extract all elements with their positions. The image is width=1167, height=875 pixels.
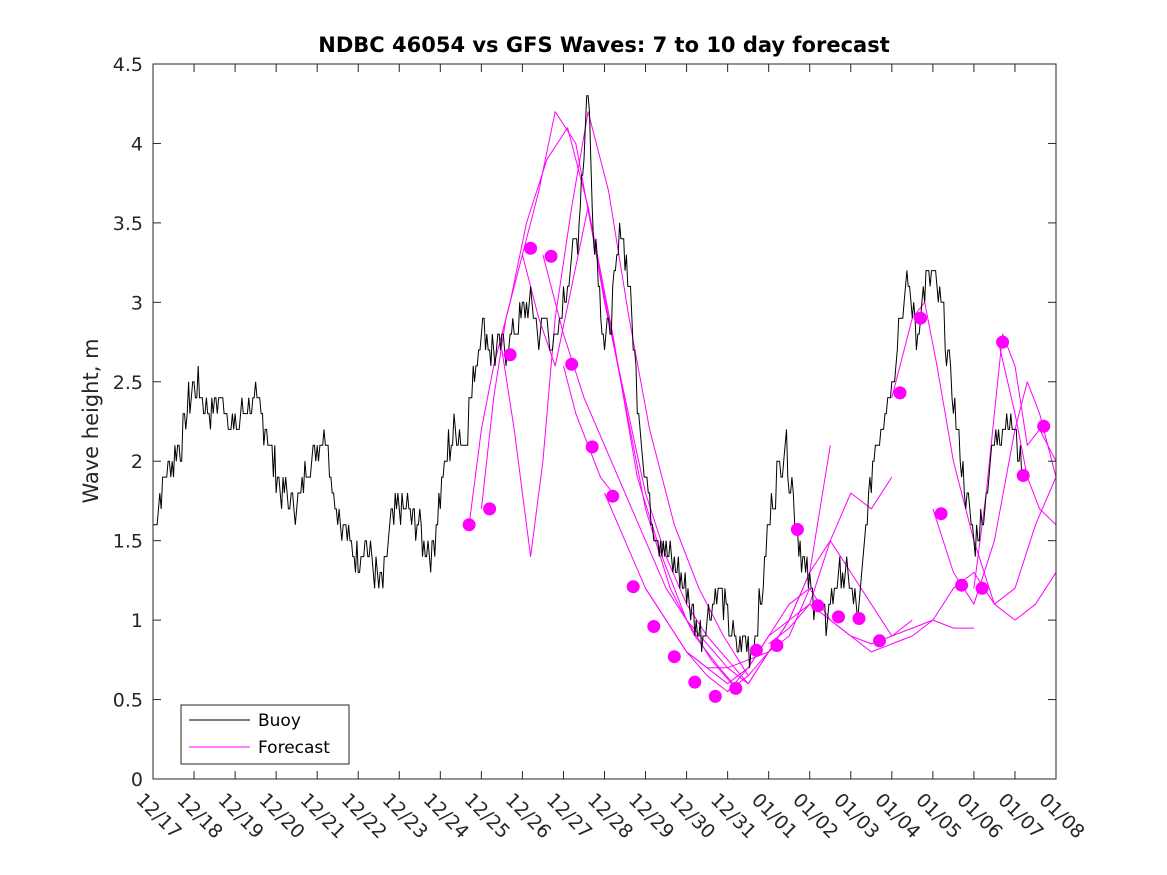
forecast-marker bbox=[1016, 469, 1030, 482]
chart-title: NDBC 46054 vs GFS Waves: 7 to 10 day for… bbox=[318, 33, 889, 57]
forecast-marker bbox=[811, 599, 825, 613]
forecast-marker bbox=[996, 335, 1010, 349]
forecast-line bbox=[501, 111, 749, 676]
legend-box bbox=[180, 704, 350, 765]
y-axis-label: Wave height, m bbox=[79, 338, 103, 503]
forecast-marker bbox=[852, 612, 866, 625]
forecast-marker bbox=[934, 507, 948, 521]
forecast-marker bbox=[462, 518, 476, 532]
forecast-marker bbox=[729, 681, 743, 695]
forecast-marker bbox=[832, 610, 845, 624]
forecast-line bbox=[891, 301, 1056, 605]
forecast-line bbox=[542, 254, 811, 685]
forecast-marker bbox=[893, 386, 907, 400]
y-tick-label: 1.5 bbox=[113, 531, 143, 553]
forecast-marker bbox=[873, 634, 886, 648]
forecast-marker bbox=[544, 249, 558, 263]
forecast-line bbox=[932, 381, 1056, 605]
forecast-marker bbox=[565, 357, 579, 371]
y-tick-label: 4 bbox=[131, 133, 143, 155]
y-tick-label: 1 bbox=[131, 610, 143, 632]
forecast-marker bbox=[790, 523, 804, 536]
forecast-marker bbox=[975, 581, 989, 595]
forecast-marker bbox=[483, 502, 497, 516]
legend-forecast-label: Forecast bbox=[258, 738, 330, 758]
buoy-line bbox=[153, 95, 1024, 668]
legend-buoy-label: Buoy bbox=[258, 711, 301, 731]
forecast-marker bbox=[708, 689, 722, 703]
legend: Buoy Forecast bbox=[180, 704, 350, 765]
forecast-marker bbox=[503, 348, 517, 362]
forecast-marker bbox=[955, 578, 969, 592]
y-tick-label: 0 bbox=[131, 769, 143, 791]
forecast-marker bbox=[524, 241, 538, 255]
forecast-marker bbox=[606, 489, 620, 503]
y-axis: 0 0.5 1 1.5 2 2.5 3 3.5 4 4.5 bbox=[113, 54, 1056, 791]
plot-area bbox=[153, 64, 1056, 779]
forecast-marker bbox=[914, 311, 927, 325]
forecast-marker bbox=[688, 675, 702, 689]
y-tick-label: 4.5 bbox=[113, 54, 143, 76]
forecast-marker bbox=[749, 643, 763, 657]
forecast-marker bbox=[1037, 419, 1051, 433]
forecast-line bbox=[480, 111, 741, 692]
forecast-marker bbox=[667, 650, 681, 664]
y-tick-label: 3.5 bbox=[113, 213, 143, 235]
y-tick-label: 3 bbox=[131, 292, 143, 314]
y-tick-label: 0.5 bbox=[113, 690, 143, 712]
forecast-marker bbox=[585, 440, 599, 454]
buoy-series bbox=[153, 95, 1024, 668]
forecast-marker bbox=[626, 580, 640, 594]
forecast-marker bbox=[770, 639, 784, 652]
y-tick-label: 2.5 bbox=[113, 372, 143, 394]
forecast-markers bbox=[462, 241, 1051, 703]
forecast-marker bbox=[647, 620, 661, 633]
y-tick-label: 2 bbox=[131, 451, 143, 473]
